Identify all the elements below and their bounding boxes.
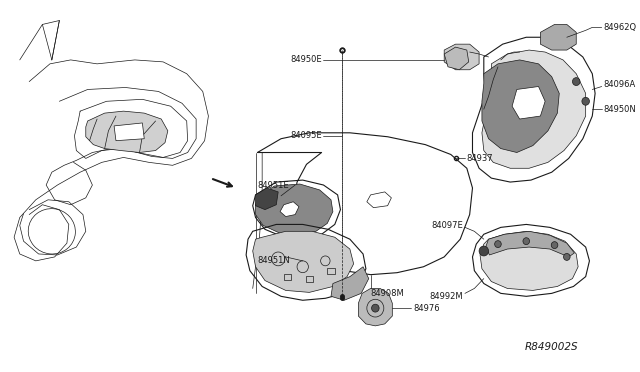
Text: 84096A: 84096A xyxy=(604,80,636,89)
Text: 84951E: 84951E xyxy=(257,180,289,189)
Polygon shape xyxy=(280,202,299,217)
Text: 84992M: 84992M xyxy=(429,292,463,301)
Text: 84951N: 84951N xyxy=(257,256,290,265)
Text: R849002S: R849002S xyxy=(525,343,578,353)
Circle shape xyxy=(572,78,580,86)
Polygon shape xyxy=(444,47,468,70)
Circle shape xyxy=(372,304,379,312)
Polygon shape xyxy=(540,25,576,50)
Circle shape xyxy=(479,246,488,256)
Polygon shape xyxy=(444,44,479,70)
Circle shape xyxy=(563,253,570,260)
Polygon shape xyxy=(482,50,586,168)
Polygon shape xyxy=(482,60,559,153)
Polygon shape xyxy=(367,192,392,208)
Polygon shape xyxy=(114,123,144,141)
Text: 84908M: 84908M xyxy=(371,289,404,298)
Text: 84097E: 84097E xyxy=(431,221,463,230)
Polygon shape xyxy=(358,288,392,326)
Polygon shape xyxy=(253,231,354,292)
Text: 84950N: 84950N xyxy=(604,105,636,114)
Text: 84950E: 84950E xyxy=(290,55,321,64)
Polygon shape xyxy=(480,231,578,291)
Circle shape xyxy=(551,242,558,248)
Bar xyxy=(327,268,335,274)
Polygon shape xyxy=(331,267,369,300)
Circle shape xyxy=(495,241,501,248)
Bar xyxy=(305,276,313,282)
Text: 84962Q: 84962Q xyxy=(604,23,637,32)
Circle shape xyxy=(582,97,589,105)
Polygon shape xyxy=(255,184,333,235)
Polygon shape xyxy=(512,87,545,119)
Text: 84095E: 84095E xyxy=(290,131,321,140)
Polygon shape xyxy=(86,111,168,153)
Text: 84937: 84937 xyxy=(467,154,493,163)
Bar xyxy=(284,274,291,280)
Polygon shape xyxy=(255,188,278,210)
Circle shape xyxy=(523,238,529,245)
Polygon shape xyxy=(486,231,574,257)
Text: 84976: 84976 xyxy=(413,304,440,312)
